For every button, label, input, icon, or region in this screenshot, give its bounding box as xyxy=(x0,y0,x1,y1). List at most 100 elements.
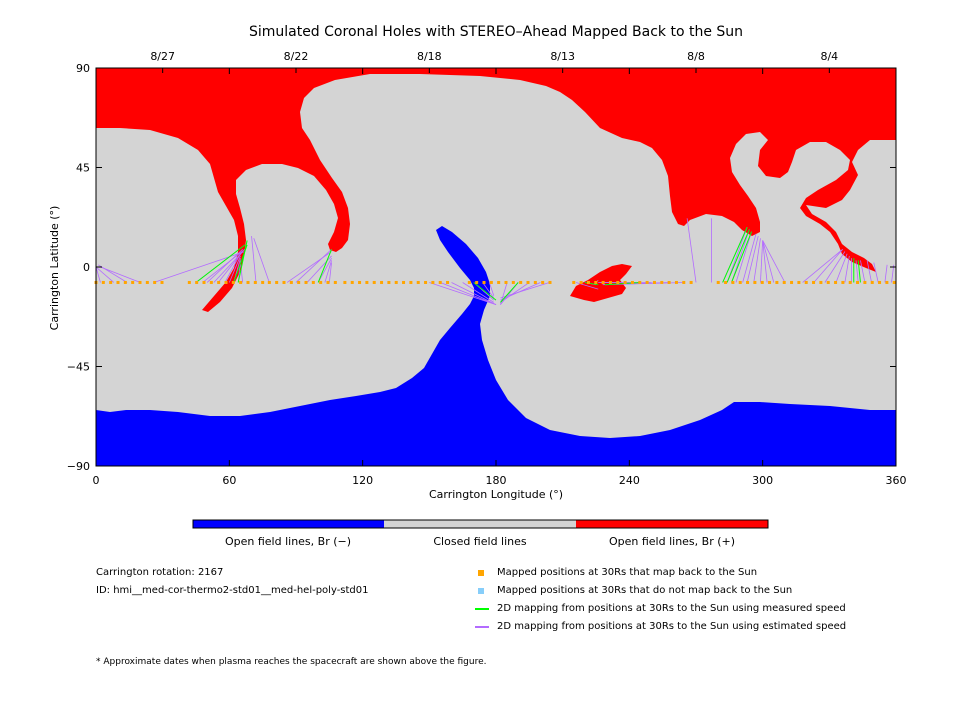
mapped-position-marker xyxy=(467,280,471,284)
mapped-position-marker xyxy=(579,280,583,284)
mapped-position-marker xyxy=(131,280,135,284)
x-tick-label: 360 xyxy=(886,474,907,487)
mapped-position-marker xyxy=(892,280,896,284)
mapped-position-marker xyxy=(594,280,598,284)
mapped-position-marker xyxy=(760,280,764,284)
mapped-position-marker xyxy=(797,280,801,284)
estimated-mapping-line xyxy=(762,240,786,283)
purple-line-icon xyxy=(475,626,489,628)
mapped-position-marker xyxy=(819,280,823,284)
y-axis: 90 45 0 −45 −90 xyxy=(67,62,896,473)
mapped-position-marker xyxy=(623,280,627,284)
colorbar-negative xyxy=(193,520,384,528)
mapped-position-marker xyxy=(738,280,742,284)
estimated-mapping-line xyxy=(100,266,141,283)
mapped-positions xyxy=(94,280,896,284)
date-label: 8/27 xyxy=(150,50,175,63)
mapped-position-marker xyxy=(109,280,113,284)
mapped-position-marker xyxy=(645,280,649,284)
footnote: * Approximate dates when plasma reaches … xyxy=(96,657,487,667)
mapped-position-marker xyxy=(689,280,693,284)
x-tick-label: 0 xyxy=(93,474,100,487)
legend-label: Mapped positions at 30Rs that map back t… xyxy=(497,567,758,578)
mapped-position-marker xyxy=(319,280,323,284)
colorbar-label-positive: Open field lines, Br (+) xyxy=(608,535,736,548)
y-axis-label: Carrington Latitude (°) xyxy=(48,206,61,331)
date-label: 8/22 xyxy=(284,50,309,63)
mapped-position-marker xyxy=(667,280,671,284)
mapped-position-marker xyxy=(878,280,882,284)
mapped-position-marker xyxy=(885,280,889,284)
mapped-position-marker xyxy=(253,280,257,284)
measured-mapping-line xyxy=(726,229,750,283)
x-tick-label: 60 xyxy=(222,474,236,487)
mapped-position-marker xyxy=(775,280,779,284)
mapped-position-marker xyxy=(482,280,486,284)
equatorial-positive-patch xyxy=(570,264,632,302)
mapped-position-marker xyxy=(652,280,656,284)
y-tick-label: 45 xyxy=(76,162,90,175)
mapped-position-marker xyxy=(209,280,213,284)
mapped-position-marker xyxy=(116,280,120,284)
y-tick-label: −90 xyxy=(67,460,90,473)
estimated-mapping-line xyxy=(891,264,895,283)
mapped-position-marker xyxy=(674,280,678,284)
mapped-position-marker xyxy=(350,280,354,284)
estimated-mapping-line xyxy=(206,249,243,283)
estimated-mapping-line xyxy=(440,282,497,305)
estimated-mapping-line xyxy=(760,240,764,283)
mapped-position-marker xyxy=(768,280,772,284)
estimated-mapping-line xyxy=(488,282,495,296)
mapped-position-marker xyxy=(402,280,406,284)
y-tick-label: 0 xyxy=(83,261,90,274)
mapped-position-marker xyxy=(123,280,127,284)
estimated-mapping-line xyxy=(429,282,497,305)
mapped-position-marker xyxy=(812,280,816,284)
estimated-mapping-line xyxy=(802,249,843,283)
estimated-mapping-line xyxy=(317,257,332,283)
mapped-position-marker xyxy=(275,280,279,284)
estimated-mapping-line xyxy=(96,266,101,283)
estimated-mapping-line xyxy=(251,236,257,283)
legend-label: 2D mapping from positions at 30Rs to the… xyxy=(497,603,846,614)
mapped-position-marker xyxy=(145,280,149,284)
date-label: 8/13 xyxy=(550,50,575,63)
colorbar-label-negative: Open field lines, Br (−) xyxy=(224,535,352,548)
measured-mapping-line xyxy=(731,231,753,283)
estimated-mapping-line xyxy=(482,282,495,299)
mapped-position-marker xyxy=(297,280,301,284)
estimated-mapping-line xyxy=(202,248,246,283)
mapped-position-marker xyxy=(202,280,206,284)
y-tick-label: −45 xyxy=(67,361,90,374)
field-regions xyxy=(96,68,896,466)
mapped-position-marker xyxy=(261,280,265,284)
mapped-position-marker xyxy=(804,280,808,284)
mapped-position-marker xyxy=(431,280,435,284)
colorbar-closed xyxy=(384,520,576,528)
mapped-position-marker xyxy=(343,280,347,284)
mapped-position-marker xyxy=(101,280,105,284)
mapped-position-marker xyxy=(187,280,191,284)
estimated-mapping-line xyxy=(224,253,241,283)
top-date-axis: 8/27 8/22 8/18 8/13 8/8 8/4 xyxy=(150,50,838,73)
mapped-position-marker xyxy=(267,280,271,284)
mapped-position-marker xyxy=(753,280,757,284)
estimated-mapping-line xyxy=(451,282,497,305)
x-tick-label: 300 xyxy=(752,474,773,487)
date-label: 8/8 xyxy=(687,50,705,63)
mapped-position-marker xyxy=(731,280,735,284)
mapped-position-marker xyxy=(138,280,142,284)
mapped-position-marker xyxy=(716,280,720,284)
mapped-position-marker xyxy=(358,280,362,284)
mapped-position-marker xyxy=(380,280,384,284)
mapped-position-marker xyxy=(533,280,537,284)
estimated-mapping-line xyxy=(873,262,879,283)
mapped-position-marker xyxy=(519,280,523,284)
mapped-position-marker xyxy=(790,280,794,284)
mapped-position-marker xyxy=(848,280,852,284)
mapped-position-marker xyxy=(630,280,634,284)
mapped-position-marker xyxy=(446,280,450,284)
measured-mapping-line xyxy=(237,240,248,283)
mapped-position-marker xyxy=(863,280,867,284)
estimated-mapping-line xyxy=(844,255,850,283)
